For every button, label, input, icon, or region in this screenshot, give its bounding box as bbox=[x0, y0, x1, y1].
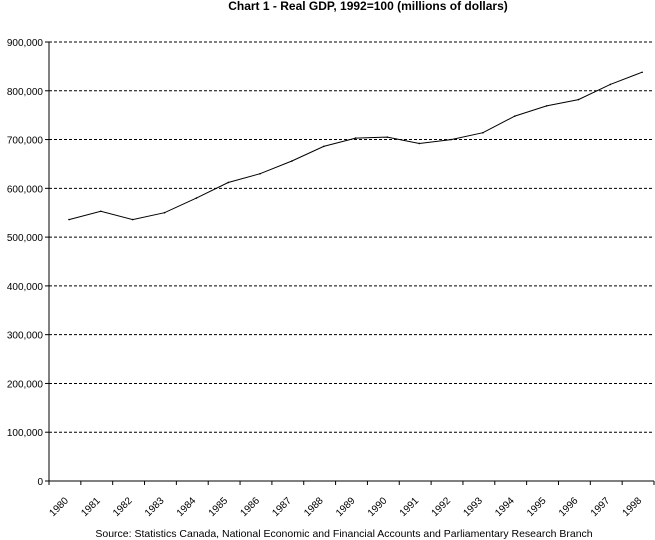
data-point bbox=[322, 145, 325, 148]
data-point bbox=[418, 142, 421, 145]
data-point bbox=[100, 210, 102, 213]
y-tick-label: 400,000 bbox=[7, 282, 44, 293]
data-point bbox=[641, 71, 643, 74]
data-point bbox=[259, 172, 261, 175]
y-tick-label: 700,000 bbox=[7, 136, 44, 147]
x-tick-label: 1994 bbox=[493, 495, 517, 519]
chart-title: Chart 1 - Real GDP, 1992=100 (millions o… bbox=[228, 0, 508, 13]
x-axis: 1980 1981 1982 1983 1984 1985 1986 1987 1988 1989… bbox=[47, 480, 655, 519]
data-point bbox=[386, 136, 389, 138]
x-tick-label: 1985 bbox=[207, 495, 231, 519]
data-point bbox=[131, 218, 134, 221]
y-tick-label: 300,000 bbox=[7, 331, 44, 342]
data-point bbox=[482, 131, 484, 134]
x-tick-label: 1980 bbox=[47, 495, 71, 519]
data-point bbox=[68, 218, 70, 221]
y-tick-label: 0 bbox=[37, 477, 43, 488]
data-point bbox=[291, 160, 293, 162]
data-point bbox=[163, 211, 166, 214]
y-axis: 0 100,000 200,000 300,000 400,000 500,000 600,… bbox=[7, 38, 50, 488]
x-tick-label: 1989 bbox=[334, 495, 358, 519]
data-point bbox=[450, 138, 452, 141]
data-point bbox=[545, 105, 548, 107]
x-tick-label: 1988 bbox=[302, 495, 326, 519]
x-tick-label: 1981 bbox=[79, 495, 103, 519]
x-tick-label: 1997 bbox=[589, 495, 613, 519]
data-point bbox=[354, 137, 357, 139]
y-tick-label: 600,000 bbox=[7, 184, 44, 195]
x-tick-label: 1991 bbox=[398, 495, 422, 519]
x-tick-label: 1998 bbox=[621, 495, 645, 519]
x-tick-label: 1986 bbox=[239, 495, 263, 519]
data-point bbox=[609, 83, 612, 86]
chart-source-note: Source: Statistics Canada, National Econ… bbox=[95, 528, 592, 540]
gridlines bbox=[49, 41, 654, 433]
series-layer bbox=[68, 71, 643, 221]
data-point bbox=[195, 197, 198, 199]
x-tick-label: 1993 bbox=[461, 495, 485, 519]
x-tick-label: 1984 bbox=[175, 495, 199, 519]
x-tick-label: 1982 bbox=[111, 495, 135, 519]
data-point bbox=[513, 115, 516, 117]
x-tick-label: 1983 bbox=[143, 495, 167, 519]
x-tick-label: 1987 bbox=[270, 495, 294, 519]
x-tick-label: 1992 bbox=[430, 495, 454, 519]
y-tick-label: 800,000 bbox=[7, 87, 44, 98]
x-tick-label: 1996 bbox=[557, 495, 581, 519]
x-tick-label: 1990 bbox=[366, 495, 390, 519]
series-line bbox=[68, 71, 643, 221]
x-tick-label: 1995 bbox=[525, 495, 549, 519]
y-tick-label: 900,000 bbox=[7, 38, 44, 49]
y-tick-label: 500,000 bbox=[7, 233, 44, 244]
data-point bbox=[227, 181, 230, 184]
y-tick-label: 200,000 bbox=[7, 379, 44, 390]
y-tick-label: 100,000 bbox=[7, 428, 44, 439]
data-point bbox=[577, 98, 580, 101]
